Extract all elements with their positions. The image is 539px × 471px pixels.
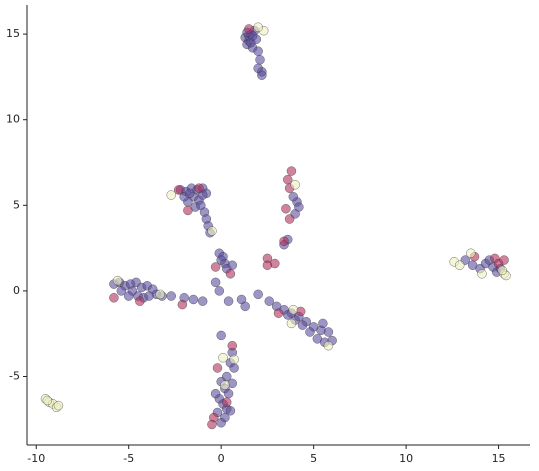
- y-tick-label: 0: [13, 284, 20, 297]
- point: [223, 388, 234, 399]
- point: [286, 166, 297, 176]
- y-tick-label: -5: [9, 370, 20, 383]
- point: [216, 330, 226, 341]
- point: [318, 318, 328, 329]
- point: [135, 296, 145, 306]
- point: [497, 265, 508, 276]
- point: [323, 340, 334, 351]
- x-tick-label: 15: [492, 452, 506, 465]
- point: [166, 190, 176, 200]
- point: [210, 388, 221, 399]
- point: [42, 395, 53, 406]
- point: [305, 327, 315, 337]
- point: [253, 46, 263, 56]
- point: [477, 269, 487, 279]
- point: [212, 363, 223, 373]
- point: [207, 226, 217, 236]
- point: [223, 296, 234, 306]
- point: [284, 214, 295, 224]
- point: [194, 183, 204, 193]
- point: [225, 269, 236, 279]
- point: [197, 296, 208, 306]
- point: [290, 180, 300, 190]
- point: [144, 291, 154, 301]
- y-tick-label: 15: [6, 27, 20, 40]
- point: [109, 293, 119, 303]
- point: [286, 318, 297, 329]
- point: [177, 299, 188, 310]
- point: [499, 255, 509, 265]
- point: [323, 327, 334, 337]
- point: [297, 320, 308, 330]
- point: [183, 205, 193, 216]
- point: [288, 192, 299, 202]
- point: [155, 289, 165, 300]
- x-tick-label: 10: [399, 452, 413, 465]
- point: [240, 301, 250, 312]
- x-tick-label: -10: [27, 452, 45, 465]
- point: [288, 304, 299, 315]
- point: [244, 24, 254, 34]
- point: [116, 286, 127, 296]
- point: [112, 275, 123, 286]
- point: [53, 400, 64, 411]
- point: [166, 291, 176, 301]
- point: [225, 406, 236, 416]
- point: [227, 260, 238, 270]
- point: [218, 352, 228, 363]
- point: [279, 236, 289, 247]
- point: [264, 296, 275, 306]
- x-tick-label: 5: [310, 452, 317, 465]
- y-tick-label: 5: [13, 198, 20, 211]
- point: [466, 248, 476, 258]
- x-tick-label: 0: [218, 452, 225, 465]
- y-tick-label: 10: [6, 113, 20, 126]
- point: [454, 260, 465, 270]
- point: [188, 294, 199, 305]
- point: [184, 188, 195, 199]
- point: [216, 417, 226, 428]
- point: [229, 354, 239, 365]
- point: [255, 55, 265, 65]
- point: [210, 262, 221, 272]
- point: [210, 277, 221, 288]
- point: [262, 260, 273, 270]
- point: [214, 286, 225, 296]
- point: [253, 63, 263, 74]
- point: [229, 363, 239, 373]
- point: [220, 380, 230, 390]
- point: [173, 185, 184, 195]
- point: [221, 397, 232, 407]
- point: [253, 289, 263, 300]
- point: [253, 22, 263, 33]
- point: [227, 340, 238, 351]
- point: [216, 255, 226, 265]
- point: [273, 308, 284, 318]
- x-tick-label: -5: [123, 452, 134, 465]
- point: [207, 419, 217, 430]
- point: [281, 203, 291, 214]
